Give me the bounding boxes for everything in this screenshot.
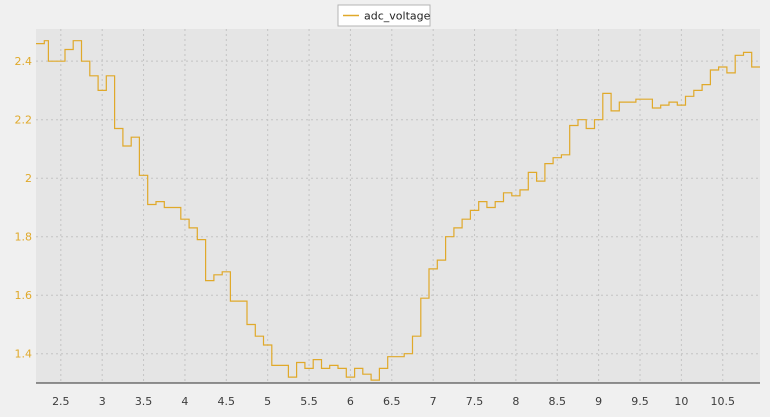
x-tick-label: 9.5 (631, 395, 649, 408)
y-tick-label: 1.6 (15, 289, 33, 302)
x-tick-label: 9 (595, 395, 602, 408)
x-tick-label: 4 (181, 395, 188, 408)
x-tick-label: 10 (674, 395, 688, 408)
series-line-adc-voltage (36, 40, 760, 381)
legend-box (337, 4, 431, 27)
legend-label: adc_voltage (364, 10, 431, 23)
y-tick-label: 2.2 (15, 114, 33, 127)
x-tick-label: 3 (99, 395, 106, 408)
x-tick-label: 7 (430, 395, 437, 408)
y-tick-labels: 1.4 1.6 1.8 2 2.2 2.4 (15, 55, 33, 361)
y-tick-label: 2 (25, 172, 32, 185)
grid (36, 29, 760, 383)
x-tick-label: 8 (512, 395, 519, 408)
x-tick-label: 2.5 (52, 395, 70, 408)
x-tick-labels: 2.5 3 3.5 4 4.5 5 5.5 6 6.5 7 7.5 8 8.5 9 9.5 10 10.5 (52, 395, 735, 408)
x-tick-label: 10.5 (711, 395, 736, 408)
x-tick-label: 7.5 (466, 395, 484, 408)
x-tick-label: 8.5 (549, 395, 567, 408)
x-tick-label: 4.5 (218, 395, 236, 408)
x-tick-label: 5 (264, 395, 271, 408)
plot-area (36, 29, 760, 383)
y-tick-label: 1.4 (15, 348, 33, 361)
x-tick-label: 5.5 (300, 395, 318, 408)
x-tick-label: 6.5 (383, 395, 401, 408)
x-tick-label: 6 (347, 395, 354, 408)
y-tick-label: 2.4 (15, 55, 33, 68)
legend: adc_voltage (337, 4, 431, 27)
x-tick-label: 3.5 (135, 395, 153, 408)
y-tick-label: 1.8 (15, 231, 33, 244)
